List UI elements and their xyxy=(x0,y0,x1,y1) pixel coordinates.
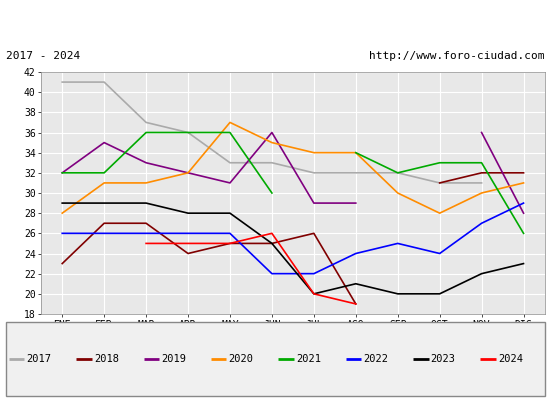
2018 xyxy=(268,241,275,246)
2020 xyxy=(436,211,443,216)
2020 xyxy=(394,191,401,196)
2023 xyxy=(353,281,359,286)
2022 xyxy=(185,231,191,236)
2022 xyxy=(394,241,401,246)
2023 xyxy=(227,211,233,216)
2018 xyxy=(353,302,359,306)
2019 xyxy=(268,130,275,135)
2017 xyxy=(227,160,233,165)
Line: 2020: 2020 xyxy=(62,122,524,213)
Line: 2018: 2018 xyxy=(62,223,356,304)
2021 xyxy=(101,170,107,175)
2018 xyxy=(227,241,233,246)
2018 xyxy=(59,261,65,266)
Line: 2023: 2023 xyxy=(62,203,524,294)
Text: http://www.foro-ciudad.com: http://www.foro-ciudad.com xyxy=(369,51,544,61)
2019 xyxy=(227,180,233,185)
2023 xyxy=(143,201,150,206)
2018 xyxy=(143,221,150,226)
2023 xyxy=(436,292,443,296)
2020 xyxy=(478,191,485,196)
2020 xyxy=(143,180,150,185)
2019 xyxy=(311,201,317,206)
2017 xyxy=(394,170,401,175)
2020 xyxy=(101,180,107,185)
2017 xyxy=(185,130,191,135)
2019 xyxy=(143,160,150,165)
2022 xyxy=(101,231,107,236)
Text: Evolucion del paro registrado en Galinduste: Evolucion del paro registrado en Galindu… xyxy=(114,14,436,28)
2021 xyxy=(143,130,150,135)
2022 xyxy=(436,251,443,256)
2019 xyxy=(353,201,359,206)
Text: 2022: 2022 xyxy=(363,354,388,364)
2023 xyxy=(101,201,107,206)
2018 xyxy=(101,221,107,226)
Text: 2020: 2020 xyxy=(228,354,254,364)
2023 xyxy=(394,292,401,296)
Line: 2019: 2019 xyxy=(62,132,356,203)
2021 xyxy=(59,170,65,175)
2020 xyxy=(185,170,191,175)
2022 xyxy=(478,221,485,226)
Line: 2017: 2017 xyxy=(62,82,482,183)
Text: 2017 - 2024: 2017 - 2024 xyxy=(6,51,80,61)
2017 xyxy=(101,80,107,84)
2022 xyxy=(353,251,359,256)
2018 xyxy=(185,251,191,256)
2017 xyxy=(353,170,359,175)
2020 xyxy=(268,140,275,145)
Line: 2022: 2022 xyxy=(62,203,524,274)
2021 xyxy=(227,130,233,135)
2022 xyxy=(143,231,150,236)
2019 xyxy=(59,170,65,175)
Text: 2023: 2023 xyxy=(431,354,455,364)
2023 xyxy=(268,241,275,246)
2022 xyxy=(227,231,233,236)
2017 xyxy=(143,120,150,125)
2017 xyxy=(311,170,317,175)
2022 xyxy=(268,271,275,276)
2023 xyxy=(478,271,485,276)
2020 xyxy=(353,150,359,155)
Line: 2021: 2021 xyxy=(62,132,272,193)
2020 xyxy=(311,150,317,155)
2020 xyxy=(59,211,65,216)
2023 xyxy=(185,211,191,216)
2022 xyxy=(311,271,317,276)
Text: 2021: 2021 xyxy=(296,354,321,364)
2017 xyxy=(478,180,485,185)
2022 xyxy=(59,231,65,236)
Text: 2017: 2017 xyxy=(26,354,51,364)
2017 xyxy=(268,160,275,165)
2023 xyxy=(311,292,317,296)
2021 xyxy=(268,191,275,196)
2023 xyxy=(59,201,65,206)
Text: 2024: 2024 xyxy=(498,354,523,364)
Text: 2018: 2018 xyxy=(94,354,119,364)
2017 xyxy=(59,80,65,84)
2021 xyxy=(185,130,191,135)
2023 xyxy=(520,261,527,266)
2017 xyxy=(436,180,443,185)
Text: 2019: 2019 xyxy=(161,354,186,364)
2020 xyxy=(520,180,527,185)
2018 xyxy=(311,231,317,236)
2022 xyxy=(520,201,527,206)
2019 xyxy=(185,170,191,175)
2019 xyxy=(101,140,107,145)
2020 xyxy=(227,120,233,125)
